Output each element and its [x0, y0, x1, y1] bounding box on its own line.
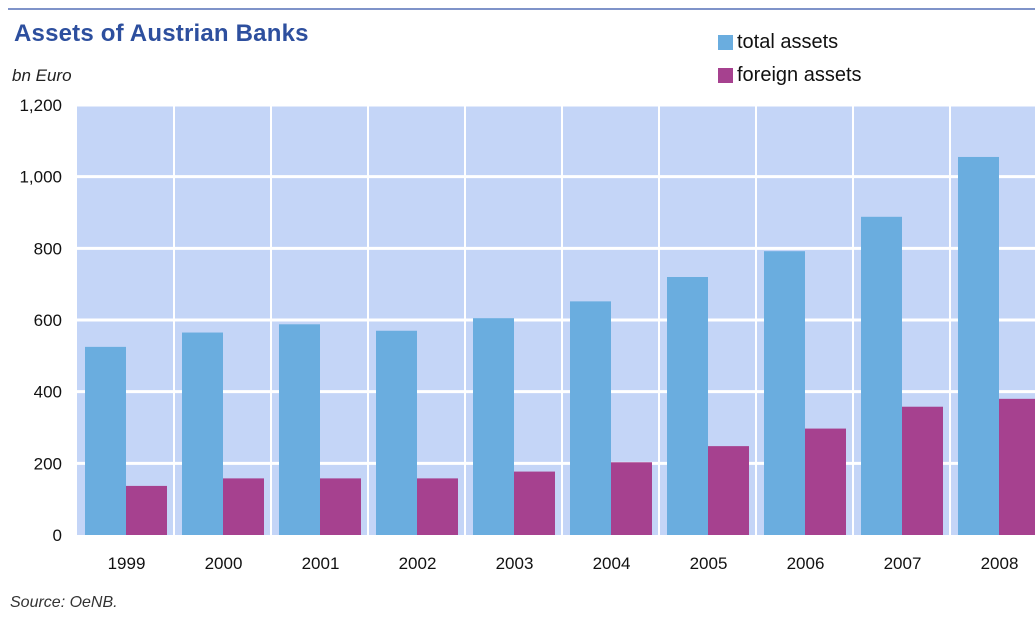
bar-total-assets — [376, 330, 417, 535]
bar-foreign-assets — [999, 398, 1035, 535]
bar-foreign-assets — [514, 471, 555, 535]
bar-total-assets — [764, 251, 805, 535]
bar-total-assets — [958, 156, 999, 536]
source-note: Source: OeNB. — [10, 594, 118, 611]
x-tick-label: 2002 — [399, 554, 437, 573]
y-tick-label: 800 — [34, 239, 62, 258]
legend-label-total-assets: total assets — [737, 31, 839, 53]
bar-total-assets — [85, 346, 126, 535]
chart-legend: total assets foreign assets — [718, 26, 862, 92]
x-tick-label: 2007 — [884, 554, 922, 573]
bar-foreign-assets — [805, 428, 846, 535]
legend-swatch-foreign-assets — [718, 68, 733, 83]
bar-total-assets — [570, 301, 611, 535]
y-tick-label: 400 — [34, 383, 62, 402]
legend-item-total-assets: total assets — [718, 26, 862, 59]
x-tick-label: 2005 — [690, 554, 728, 573]
bar-total-assets — [667, 277, 708, 535]
y-tick-label: 200 — [34, 454, 62, 473]
x-tick-label: 2006 — [787, 554, 825, 573]
x-tick-label: 2008 — [981, 554, 1019, 573]
chart-title: Assets of Austrian Banks — [14, 20, 309, 47]
x-tick-label: 2003 — [496, 554, 534, 573]
x-tick-label: 1999 — [108, 554, 146, 573]
bar-foreign-assets — [126, 485, 167, 535]
x-tick-label: 2000 — [205, 554, 243, 573]
y-tick-label: 1,200 — [19, 96, 62, 115]
bar-foreign-assets — [611, 462, 652, 535]
x-tick-label: 2004 — [593, 554, 631, 573]
y-tick-label: 1,000 — [19, 168, 62, 187]
x-tick-label: 2001 — [302, 554, 340, 573]
bar-total-assets — [473, 318, 514, 535]
top-rule — [8, 8, 1035, 10]
y-axis-unit-label: bn Euro — [12, 66, 72, 85]
bar-foreign-assets — [223, 478, 264, 535]
legend-label-foreign-assets: foreign assets — [737, 64, 862, 86]
legend-item-foreign-assets: foreign assets — [718, 59, 862, 92]
bar-foreign-assets — [708, 446, 749, 535]
bar-total-assets — [182, 332, 223, 535]
bar-foreign-assets — [902, 406, 943, 535]
y-tick-label: 600 — [34, 311, 62, 330]
bar-foreign-assets — [320, 478, 361, 535]
bar-total-assets — [861, 216, 902, 536]
y-tick-label: 0 — [53, 526, 62, 545]
bar-foreign-assets — [417, 478, 458, 535]
legend-swatch-total-assets — [718, 35, 733, 50]
bar-total-assets — [279, 324, 320, 535]
